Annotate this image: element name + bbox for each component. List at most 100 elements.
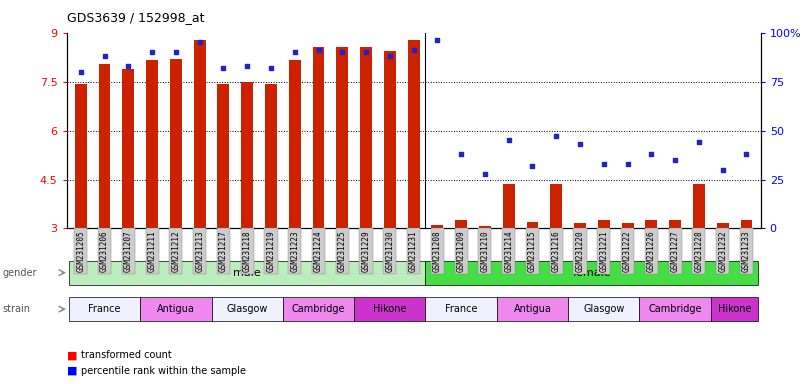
Point (431, 37, 444, 43)
Text: Glasgow: Glasgow (226, 304, 268, 314)
Point (312, 47, 325, 53)
Text: GSM231206: GSM231206 (100, 230, 109, 272)
Bar (551, 184, 562, 228)
Text: France: France (445, 304, 478, 314)
Bar (622, 223, 633, 228)
Bar (639, 297, 710, 321)
Point (502, 137, 515, 143)
Bar (140, 297, 212, 321)
Bar (479, 226, 491, 228)
Bar (289, 60, 301, 228)
Bar (426, 297, 497, 321)
Text: GSM231212: GSM231212 (171, 230, 180, 272)
Point (740, 151, 753, 157)
Text: GSM231208: GSM231208 (433, 230, 442, 272)
Bar (354, 297, 426, 321)
Point (693, 139, 706, 146)
Text: GSM231219: GSM231219 (267, 230, 276, 272)
Point (573, 141, 586, 147)
Text: gender: gender (2, 268, 37, 278)
Text: GSM231217: GSM231217 (219, 230, 228, 272)
Bar (740, 220, 753, 228)
Point (122, 63, 135, 69)
Bar (194, 40, 205, 228)
Bar (265, 84, 277, 228)
Text: GSM231226: GSM231226 (647, 230, 656, 272)
Text: GSM231205: GSM231205 (76, 230, 85, 272)
Bar (146, 60, 158, 228)
Point (455, 151, 468, 157)
Point (217, 65, 230, 71)
Text: GSM231233: GSM231233 (742, 230, 751, 272)
Bar (384, 51, 396, 228)
Text: GSM231231: GSM231231 (409, 230, 418, 272)
Text: GSM231209: GSM231209 (457, 230, 466, 272)
Bar (75, 84, 87, 228)
Bar (693, 184, 705, 228)
Point (478, 170, 491, 177)
Text: GSM231229: GSM231229 (362, 230, 371, 272)
Text: GSM231207: GSM231207 (124, 230, 133, 272)
Bar (426, 260, 758, 285)
Point (668, 157, 681, 163)
Point (146, 49, 159, 55)
Text: male: male (234, 268, 261, 278)
Point (598, 161, 611, 167)
Bar (170, 59, 182, 228)
Text: Glasgow: Glasgow (583, 304, 624, 314)
Text: France: France (88, 304, 121, 314)
Text: GDS3639 / 152998_at: GDS3639 / 152998_at (67, 12, 204, 25)
Text: Antigua: Antigua (513, 304, 551, 314)
Text: GSM231216: GSM231216 (551, 230, 560, 272)
Text: transformed count: transformed count (81, 350, 172, 360)
Bar (503, 184, 515, 228)
Text: ■: ■ (67, 350, 77, 360)
Bar (360, 47, 372, 228)
Point (621, 161, 634, 167)
Text: GSM231218: GSM231218 (242, 230, 251, 272)
Point (645, 151, 658, 157)
Text: GSM231225: GSM231225 (338, 230, 347, 272)
Text: Hikone: Hikone (373, 304, 406, 314)
Bar (574, 223, 586, 228)
Text: percentile rank within the sample: percentile rank within the sample (81, 366, 246, 376)
Text: Cambridge: Cambridge (292, 304, 345, 314)
Text: Hikone: Hikone (718, 304, 751, 314)
Point (359, 49, 372, 55)
Bar (283, 297, 354, 321)
Point (550, 133, 563, 139)
Text: GSM231213: GSM231213 (195, 230, 204, 272)
Bar (431, 225, 444, 228)
Bar (217, 84, 230, 228)
Bar (669, 220, 681, 228)
Bar (526, 222, 539, 228)
Bar (710, 297, 758, 321)
Bar (212, 297, 283, 321)
Point (716, 167, 729, 173)
Bar (497, 297, 569, 321)
Text: strain: strain (2, 304, 31, 314)
Bar (337, 47, 348, 228)
Text: Cambridge: Cambridge (648, 304, 702, 314)
Point (241, 63, 254, 69)
Bar (717, 223, 728, 228)
Text: GSM231230: GSM231230 (385, 230, 394, 272)
Text: Antigua: Antigua (157, 304, 195, 314)
Bar (598, 220, 610, 228)
Point (288, 49, 301, 55)
Text: GSM231215: GSM231215 (528, 230, 537, 272)
Bar (646, 220, 657, 228)
Text: GSM231211: GSM231211 (148, 230, 157, 272)
Point (336, 49, 349, 55)
Text: GSM231228: GSM231228 (694, 230, 703, 272)
Point (384, 53, 397, 59)
Text: ■: ■ (67, 366, 77, 376)
Point (75, 69, 88, 75)
Text: female: female (573, 268, 611, 278)
Text: GSM231220: GSM231220 (576, 230, 585, 272)
Bar (69, 297, 140, 321)
Bar (569, 297, 639, 321)
Point (98, 53, 111, 59)
Point (407, 47, 420, 53)
Bar (408, 40, 419, 228)
